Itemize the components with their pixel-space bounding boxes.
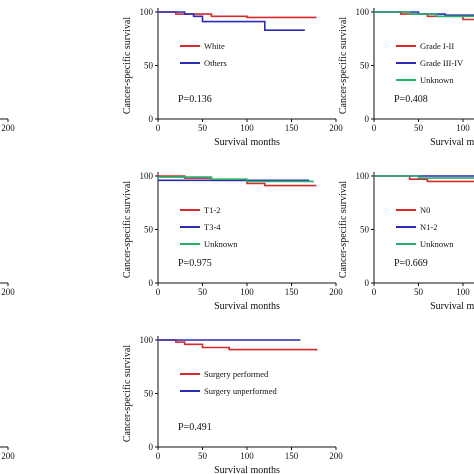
x-tick-label: 0 (156, 123, 161, 133)
y-tick-label: 100 (356, 171, 370, 181)
y-tick-label: 50 (144, 61, 154, 71)
y-tick-label: 0 (365, 114, 370, 124)
y-tick-label: 0 (149, 442, 154, 452)
y-tick-label: 50 (144, 225, 154, 235)
chart-panel-p8: 0 50 100 150 200 0 50 100 Survival months Cancer-… (122, 335, 343, 474)
x-tick-label: 50 (198, 287, 208, 297)
survival-curve-p3-2 (374, 11, 474, 18)
y-tick-label: 50 (360, 61, 370, 71)
x-tick-label: 50 (198, 451, 208, 461)
survival-curve-p2-0 (158, 11, 317, 19)
chart-panel-p2: 0 50 100 150 200 0 50 100 Survival months Cancer-… (122, 7, 343, 148)
legend-label: Unknown (420, 75, 454, 85)
x-tick-label: 150 (285, 287, 299, 297)
chart-panel-p7: 100150200Survival months (0, 446, 15, 461)
survival-curve-p5-2 (158, 176, 314, 183)
x-tick-label: 50 (198, 123, 208, 133)
y-axis-title: Cancer-specific survival (122, 345, 133, 442)
x-tick-label: 150 (285, 123, 299, 133)
chart-panel-p6: 0 50 100 0 50 100 Survival months Cancer-specif… (338, 171, 474, 312)
x-tick-label: 50 (414, 123, 424, 133)
survival-curve-p6-2 (374, 175, 474, 179)
x-tick-label: 0 (156, 287, 161, 297)
x-tick-label: 0 (372, 123, 377, 133)
y-tick-label: 100 (356, 7, 370, 17)
y-axis-title: Cancer-specific survival (338, 181, 349, 278)
x-tick-label: 100 (456, 287, 470, 297)
x-tick-label: 100 (456, 123, 470, 133)
legend-label: T3-4 (204, 222, 221, 232)
y-tick-label: 100 (140, 171, 154, 181)
x-tick-label: 200 (329, 287, 343, 297)
x-tick-label: 200 (329, 451, 343, 461)
chart-panel-p5: 0 50 100 150 200 0 50 100 Survival months Cancer-… (122, 171, 343, 312)
legend-label: Others (204, 58, 227, 68)
survival-curve-p8-0 (158, 339, 318, 351)
x-tick-label: 100 (240, 287, 254, 297)
x-axis-title: Survival months (214, 137, 280, 148)
legend-label: Surgery performed (204, 369, 269, 379)
x-tick-label: 0 (372, 287, 377, 297)
y-tick-label: 50 (360, 225, 370, 235)
x-axis-title: Survival months (430, 301, 474, 312)
x-tick-label: 150 (285, 451, 299, 461)
y-tick-label: 100 (140, 7, 154, 17)
y-tick-label: 100 (140, 335, 154, 345)
x-tick-label: 100 (240, 451, 254, 461)
legend-label: White (204, 41, 225, 51)
p-value-label: P=0.975 (178, 258, 212, 269)
legend-label: Grade III-IV (420, 58, 464, 68)
y-axis-title: Cancer-specific survival (122, 181, 133, 278)
x-tick-label: 200 (1, 451, 15, 461)
p-value-label: P=0.669 (394, 258, 428, 269)
x-tick-label: 0 (156, 451, 161, 461)
x-axis-title: Survival months (430, 137, 474, 148)
legend-label: Unknown (420, 239, 454, 249)
legend-label: N1-2 (420, 222, 437, 232)
y-tick-label: 0 (365, 278, 370, 288)
y-tick-label: 50 (144, 389, 154, 399)
chart-panel-p3: 0 50 100 0 50 100 Survival months Cancer-specif… (338, 7, 474, 148)
x-tick-label: 200 (329, 123, 343, 133)
p-value-label: P=0.491 (178, 422, 212, 433)
x-tick-label: 100 (240, 123, 254, 133)
y-axis-title: Cancer-specific survival (122, 17, 133, 114)
legend-label: T1-2 (204, 205, 221, 215)
y-tick-label: 0 (149, 278, 154, 288)
y-axis-title: Cancer-specific survival (338, 17, 349, 114)
legend-label: Surgery unperformed (204, 386, 278, 396)
legend-label: N0 (420, 205, 430, 215)
y-tick-label: 0 (149, 114, 154, 124)
chart-panel-p1: 100150200Survival months (0, 118, 15, 133)
x-tick-label: 200 (1, 287, 15, 297)
p-value-label: P=0.408 (394, 94, 428, 105)
x-axis-title: Survival months (214, 465, 280, 474)
x-tick-label: 200 (1, 123, 15, 133)
x-axis-title: Survival months (214, 301, 280, 312)
survival-curve-p2-1 (158, 11, 305, 31)
chart-panel-p4: 100150200Survival months (0, 282, 15, 297)
p-value-label: P=0.136 (178, 94, 212, 105)
x-tick-label: 50 (414, 287, 424, 297)
legend-label: Unknown (204, 239, 238, 249)
legend-label: Grade I-II (420, 41, 454, 51)
